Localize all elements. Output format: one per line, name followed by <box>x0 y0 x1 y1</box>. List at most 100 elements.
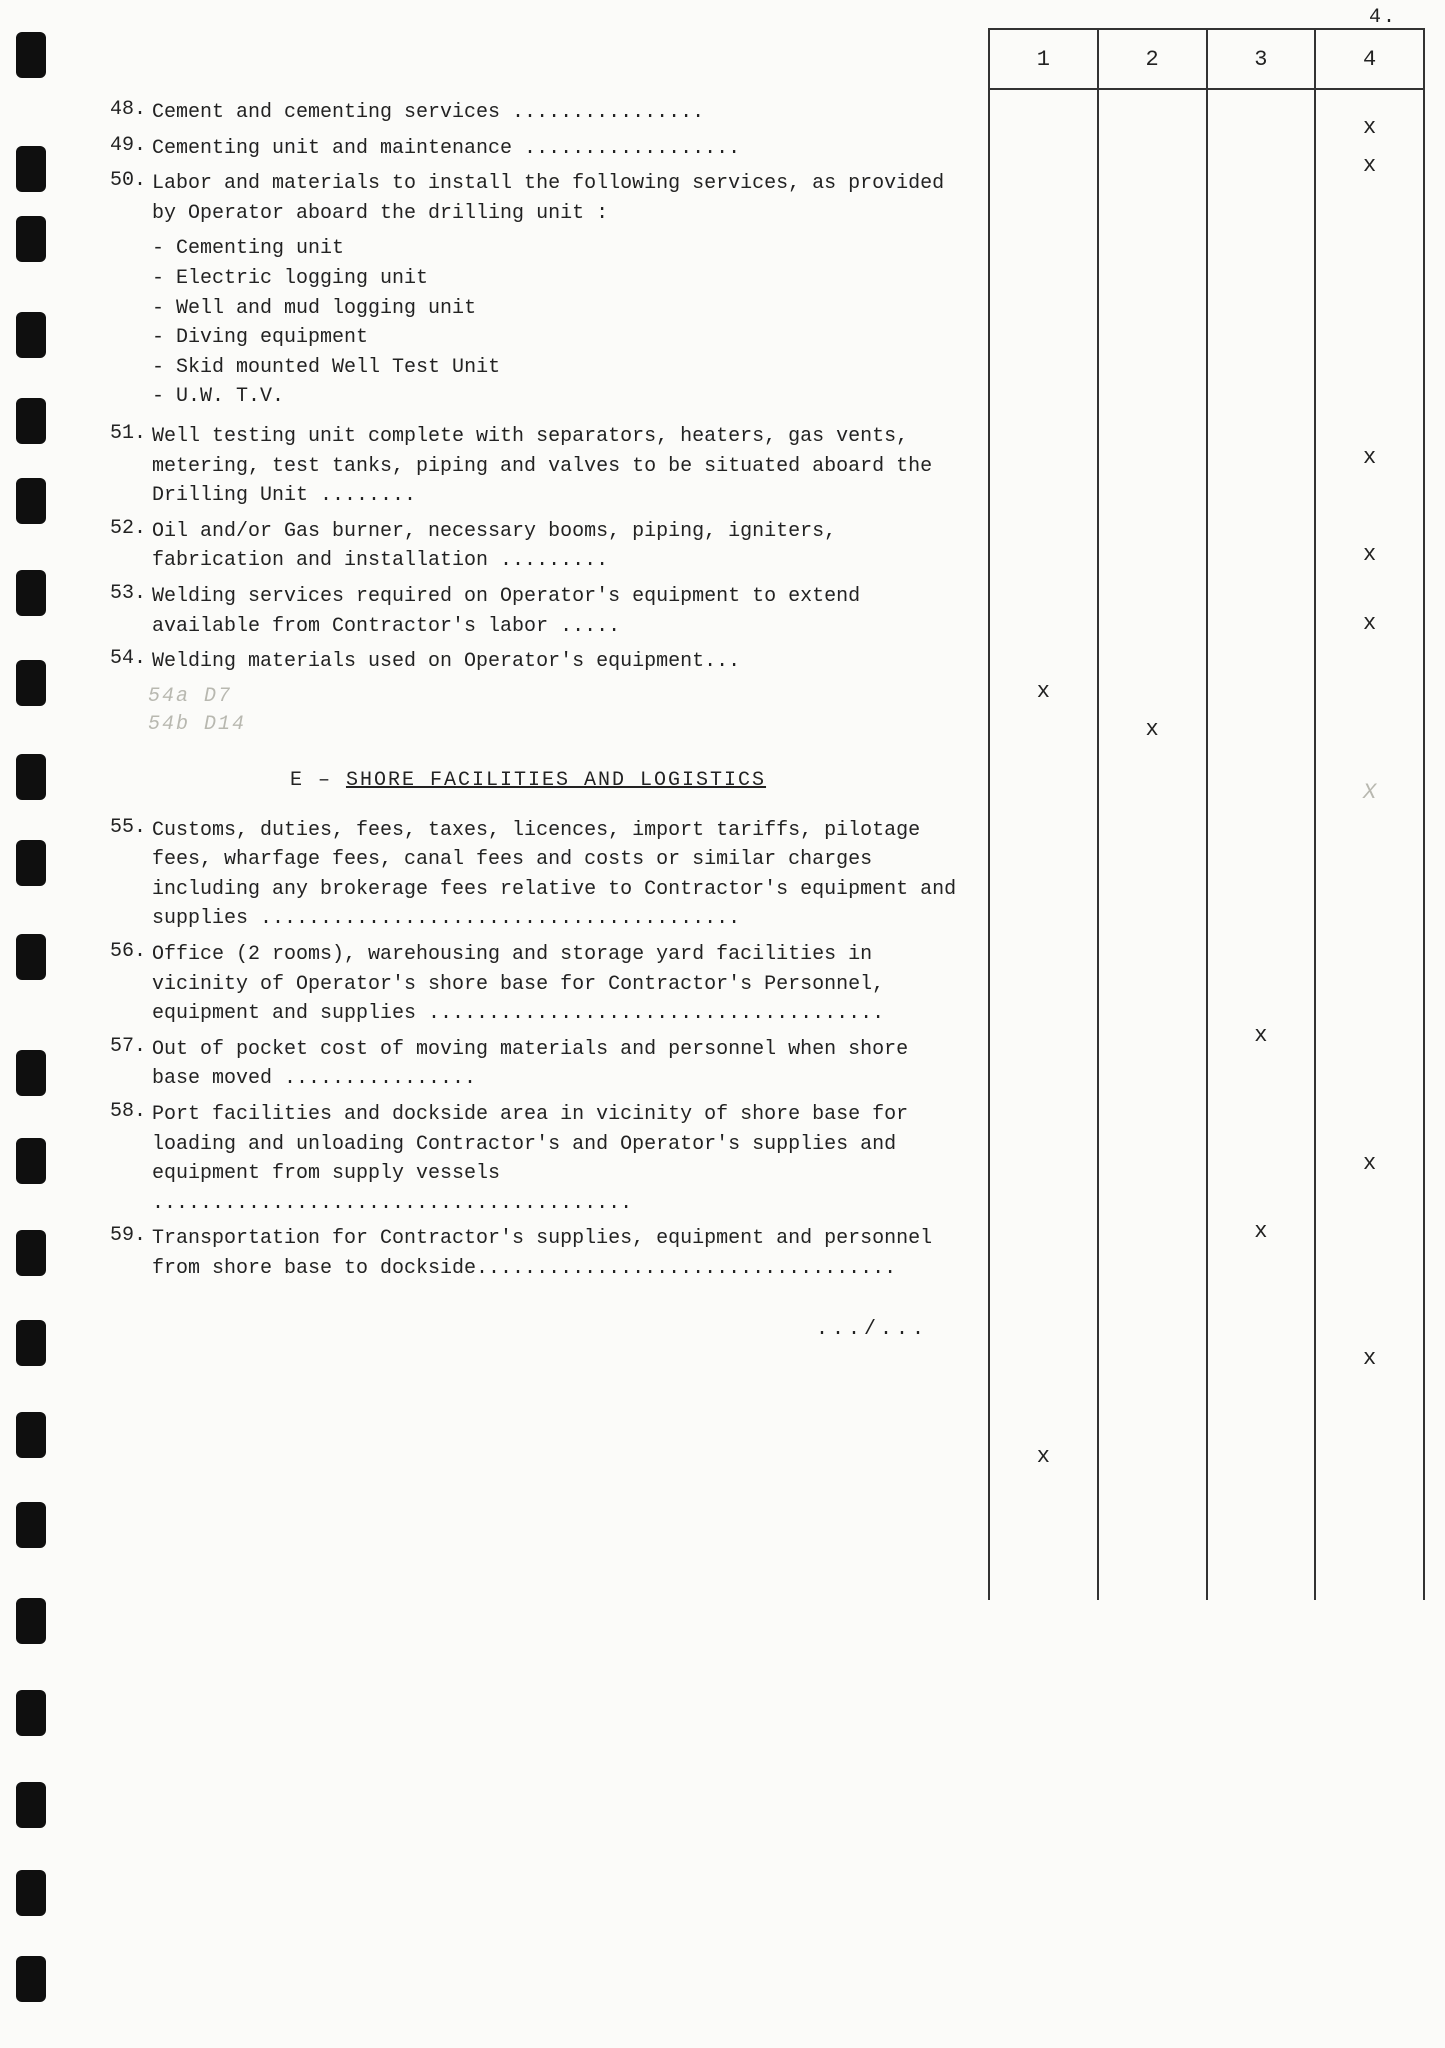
item-text: Welding materials used on Operator's equ… <box>152 647 968 677</box>
table-row: x <box>989 472 1424 570</box>
list-item: 55.Customs, duties, fees, taxes, licence… <box>88 816 968 934</box>
col-header-3: 3 <box>1207 29 1316 89</box>
list-item: 58.Port facilities and dockside area in … <box>88 1100 968 1218</box>
pencil-annotation: 54b D14 <box>148 711 968 739</box>
binder-hole <box>16 1502 46 1548</box>
mark-cell <box>1315 807 1424 894</box>
mark-cell <box>1098 1471 1207 1538</box>
binder-hole <box>16 660 46 706</box>
list-item: 54.Welding materials used on Operator's … <box>88 647 968 677</box>
sub-list-item: Diving equipment <box>152 323 968 353</box>
mark-cell: x <box>1315 180 1424 471</box>
table-row: x <box>989 1050 1424 1177</box>
col-header-1: 1 <box>989 29 1098 89</box>
item-text: Out of pocket cost of moving materials a… <box>152 1035 968 1094</box>
mark-cell: X <box>1315 744 1424 806</box>
binder-hole <box>16 478 46 524</box>
mark-cell <box>989 1471 1098 1538</box>
mark-cell <box>1315 893 1424 1050</box>
mark-cell <box>1207 1246 1316 1373</box>
continuation-mark: .../... <box>88 1318 968 1341</box>
mark-cell <box>989 472 1098 570</box>
col-header-4: 4 <box>1315 29 1424 89</box>
table-row <box>989 1471 1424 1538</box>
mark-cell: x <box>1207 1178 1316 1246</box>
mark-cell <box>1098 180 1207 471</box>
mark-cell <box>989 180 1098 471</box>
mark-cell <box>1098 807 1207 894</box>
item-number: 58. <box>88 1100 152 1218</box>
binder-hole <box>16 1230 46 1276</box>
pencil-annotation: 54a D7 <box>148 683 968 711</box>
mark-cell <box>1098 1178 1207 1246</box>
mark-cell <box>989 1178 1098 1246</box>
mark-cell <box>1315 1373 1424 1471</box>
mark-cell <box>989 807 1098 894</box>
mark-cell <box>1207 180 1316 471</box>
col-header-2: 2 <box>1098 29 1207 89</box>
mark-cell <box>1207 706 1316 745</box>
mark-cell <box>1315 1471 1424 1538</box>
item-number: 53. <box>88 582 152 641</box>
table-row: x <box>989 706 1424 745</box>
binder-hole <box>16 216 46 262</box>
binder-hole <box>16 754 46 800</box>
binder-hole <box>16 1870 46 1916</box>
table-row: x <box>989 180 1424 471</box>
mark-cell <box>989 103 1098 142</box>
mark-cell: x <box>1315 472 1424 570</box>
item-text: Transportation for Contractor's supplies… <box>152 1224 968 1283</box>
section-heading-title: SHORE FACILITIES AND LOGISTICS <box>346 769 766 792</box>
table-row <box>989 1537 1424 1600</box>
binder-hole <box>16 934 46 980</box>
mark-cell <box>989 89 1098 103</box>
mark-cell <box>1315 706 1424 745</box>
list-item: 52.Oil and/or Gas burner, necessary boom… <box>88 517 968 576</box>
list-item: 56.Office (2 rooms), warehousing and sto… <box>88 940 968 1029</box>
item-text: Cement and cementing services ..........… <box>152 98 968 128</box>
item-number: 49. <box>88 134 152 164</box>
item-text: Welding services required on Operator's … <box>152 582 968 641</box>
pencil-mark: X <box>1363 780 1376 805</box>
mark-cell <box>1315 638 1424 706</box>
mark-cell <box>1098 472 1207 570</box>
sub-list-item: Cementing unit <box>152 234 968 264</box>
document-page: 4. 48.Cement and cementing services ....… <box>0 0 1445 2048</box>
mark-cell <box>1207 142 1316 181</box>
mark-cell <box>989 744 1098 806</box>
list-item: 59.Transportation for Contractor's suppl… <box>88 1224 968 1283</box>
table-row: x <box>989 638 1424 706</box>
item-number: 48. <box>88 98 152 128</box>
mark-cell <box>1207 103 1316 142</box>
table-row <box>989 89 1424 103</box>
mark-cell <box>1098 1050 1207 1177</box>
mark-cell <box>1207 638 1316 706</box>
binder-holes <box>16 0 52 2048</box>
list-item: 51.Well testing unit complete with separ… <box>88 422 968 511</box>
list-item: 48.Cement and cementing services .......… <box>88 98 968 128</box>
list-item: 57.Out of pocket cost of moving material… <box>88 1035 968 1094</box>
item-number: 51. <box>88 422 152 511</box>
mark-cell: x <box>1098 706 1207 745</box>
table-row: x <box>989 1246 1424 1373</box>
table-header-row: 1 2 3 4 <box>989 29 1424 89</box>
item-number: 59. <box>88 1224 152 1283</box>
table-row: x <box>989 893 1424 1050</box>
mark-cell <box>1098 893 1207 1050</box>
binder-hole <box>16 1412 46 1458</box>
mark-cell <box>1207 1471 1316 1538</box>
sub-list-item: Electric logging unit <box>152 264 968 294</box>
mark-cell <box>1207 569 1316 637</box>
page-number: 4. <box>1369 6 1397 29</box>
item-text: Labor and materials to install the follo… <box>152 169 968 228</box>
sub-list-item: U.W. T.V. <box>152 382 968 412</box>
mark-cell <box>1207 472 1316 570</box>
page-content: 48.Cement and cementing services .......… <box>88 28 1425 1600</box>
item-text: Office (2 rooms), warehousing and storag… <box>152 940 968 1029</box>
sub-list-item: Well and mud logging unit <box>152 294 968 324</box>
mark-cell <box>989 569 1098 637</box>
binder-hole <box>16 146 46 192</box>
mark-cell <box>1098 569 1207 637</box>
item-number: 50. <box>88 169 152 228</box>
mark-cell <box>1098 1537 1207 1600</box>
